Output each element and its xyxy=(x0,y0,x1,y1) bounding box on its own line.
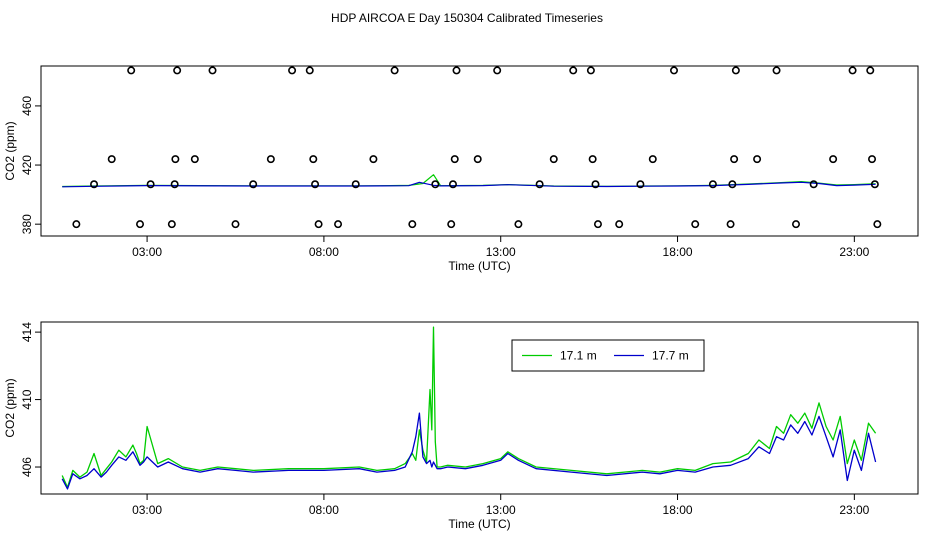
data-point-circle xyxy=(146,180,155,189)
data-point-circle xyxy=(351,180,360,189)
data-point-circle xyxy=(848,66,857,75)
x-tick-label: 03:00 xyxy=(132,503,162,517)
y-axis-label: CO2 (ppm) xyxy=(3,121,17,180)
data-point-circle xyxy=(791,220,800,229)
data-point-circle xyxy=(868,155,877,164)
data-point-circle xyxy=(288,66,297,75)
data-point-circle xyxy=(731,66,740,75)
x-axis-label: Time (UTC) xyxy=(448,259,510,273)
y-tick-label: 406 xyxy=(20,457,34,477)
data-point-circle xyxy=(549,155,558,164)
data-point-circle xyxy=(708,180,717,189)
series-line-1 xyxy=(61,412,877,490)
data-point-circle xyxy=(249,180,258,189)
data-point-circle xyxy=(473,155,482,164)
data-point-circle xyxy=(569,66,578,75)
data-point-circle xyxy=(266,155,275,164)
legend: 17.1 m 17.7 m xyxy=(511,339,705,372)
x-axis-label: Time (UTC) xyxy=(448,517,510,531)
data-point-circle xyxy=(726,220,735,229)
bottom-panel: 03:00 08:00 13:00 18:00 23:00 406 410 414 Time (… xyxy=(3,321,919,531)
data-point-circle xyxy=(208,66,217,75)
legend-entry: 17.1 m xyxy=(560,349,597,363)
data-point-circle xyxy=(728,180,737,189)
data-point-circle xyxy=(636,180,645,189)
data-point-circle xyxy=(305,66,314,75)
data-point-circle xyxy=(311,180,320,189)
data-point-circle xyxy=(408,220,417,229)
series-line-0 xyxy=(61,326,877,488)
data-point-circle xyxy=(431,180,440,189)
x-tick-label: 13:00 xyxy=(486,503,516,517)
data-point-circle xyxy=(72,220,81,229)
data-point-circle xyxy=(127,66,136,75)
x-tick-label: 23:00 xyxy=(839,245,869,259)
y-tick-label: 420 xyxy=(20,155,34,175)
data-point-circle xyxy=(588,155,597,164)
data-point-circle xyxy=(173,66,182,75)
y-tick-label: 410 xyxy=(20,389,34,409)
data-point-circle xyxy=(334,220,343,229)
data-point-circle xyxy=(669,66,678,75)
data-point-circle xyxy=(873,220,882,229)
x-tick-label: 08:00 xyxy=(309,245,339,259)
figure-title: HDP AIRCOA E Day 150304 Calibrated Times… xyxy=(331,11,603,25)
data-point-circle xyxy=(309,155,318,164)
data-point-circle xyxy=(390,66,399,75)
data-point-circle xyxy=(615,220,624,229)
data-point-circle xyxy=(107,155,116,164)
data-point-circle xyxy=(231,220,240,229)
data-point-circle xyxy=(730,155,739,164)
y-axis-label: CO2 (ppm) xyxy=(3,378,17,437)
y-tick-label: 380 xyxy=(20,214,34,234)
legend-entry: 17.7 m xyxy=(652,349,689,363)
x-tick-label: 03:00 xyxy=(132,245,162,259)
series-line-1 xyxy=(62,181,876,188)
x-tick-label: 13:00 xyxy=(486,245,516,259)
data-point-circle xyxy=(369,155,378,164)
top-panel: 03:00 08:00 13:00 18:00 23:00 380 420 460 Time (… xyxy=(3,65,919,273)
data-point-circle xyxy=(447,220,456,229)
y-tick-label: 460 xyxy=(20,96,34,116)
data-point-circle xyxy=(535,180,544,189)
x-tick-label: 08:00 xyxy=(309,503,339,517)
data-point-circle xyxy=(870,180,879,189)
data-point-circle xyxy=(167,220,176,229)
data-point-circle xyxy=(314,220,323,229)
data-point-circle xyxy=(136,220,145,229)
data-point-circle xyxy=(593,220,602,229)
x-tick-label: 18:00 xyxy=(663,245,693,259)
data-point-circle xyxy=(829,155,838,164)
data-point-circle xyxy=(170,180,179,189)
data-point-circle xyxy=(450,155,459,164)
data-point-circle xyxy=(809,180,818,189)
x-tick-label: 23:00 xyxy=(839,503,869,517)
data-point-circle xyxy=(190,155,199,164)
data-point-circle xyxy=(452,66,461,75)
data-point-circle xyxy=(753,155,762,164)
data-point-circle xyxy=(171,155,180,164)
data-point-circle xyxy=(90,180,99,189)
data-point-circle xyxy=(772,66,781,75)
plot-frame xyxy=(40,321,919,495)
x-tick-label: 18:00 xyxy=(663,503,693,517)
plot-frame xyxy=(40,65,919,237)
data-point-circle xyxy=(648,155,657,164)
data-point-circle xyxy=(448,180,457,189)
data-point-circle xyxy=(514,220,523,229)
data-point-circle xyxy=(493,66,502,75)
y-tick-label: 414 xyxy=(20,322,34,342)
data-point-circle xyxy=(591,180,600,189)
data-point-circle xyxy=(866,66,875,75)
data-point-circle xyxy=(691,220,700,229)
data-point-circle xyxy=(586,66,595,75)
